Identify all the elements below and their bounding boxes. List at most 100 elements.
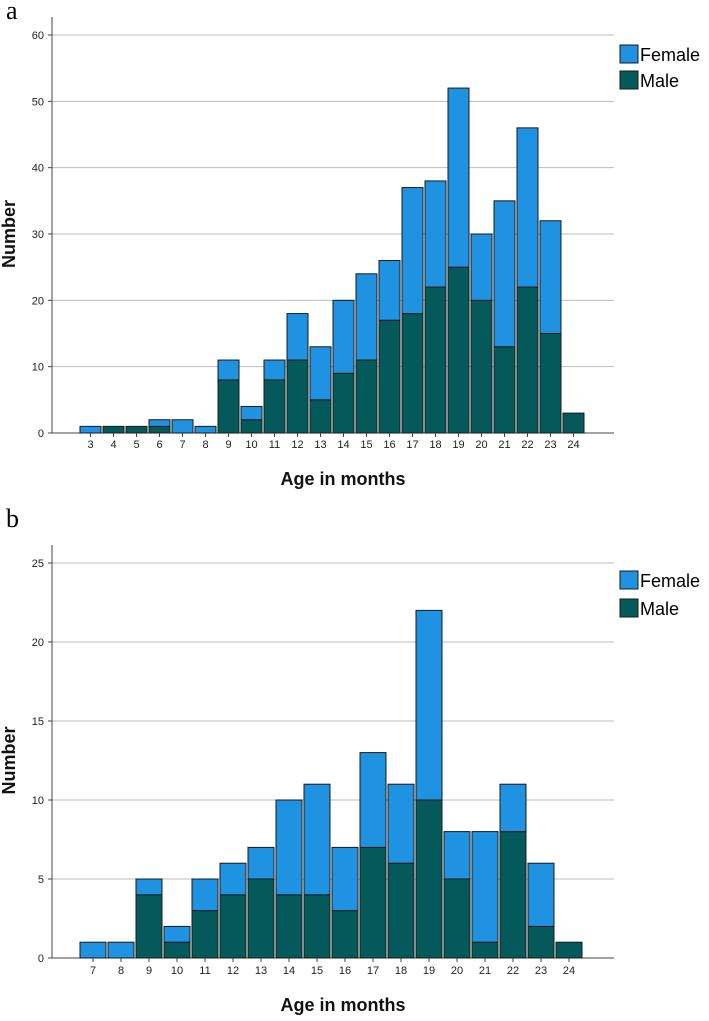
bar-male-a-20: [470, 299, 493, 434]
x-tick-label-a-5: 5: [133, 439, 139, 451]
x-tick-label-a-24: 24: [567, 439, 579, 451]
x-tick-label-a-7: 7: [179, 439, 185, 451]
x-tick-label-a-13: 13: [314, 439, 326, 451]
bar-female-a-9: [217, 359, 240, 381]
x-tick-label-b-22: 22: [507, 965, 519, 977]
y-tick-label-a-30: 30: [32, 229, 44, 241]
bar-female-b-17: [359, 752, 387, 848]
y-tick-label-a-20: 20: [32, 295, 44, 307]
y-tick-label-b-20: 20: [32, 637, 44, 649]
legend-swatch-female-b: [619, 570, 639, 590]
bar-female-a-17: [401, 187, 424, 315]
x-tick-label-b-14: 14: [283, 965, 295, 977]
x-tick-label-a-21: 21: [498, 439, 510, 451]
bar-female-a-18: [424, 180, 447, 288]
chart-a: 0 10 20 30 40 50 60 3 4 5 6 7 8 9 10 11 12 13 14 15 16 17 18 19…: [0, 17, 700, 489]
x-tick-label-a-22: 22: [521, 439, 533, 451]
bar-male-a-6: [148, 425, 171, 434]
bar-female-b-22: [499, 783, 527, 833]
bar-male-a-15: [355, 359, 378, 434]
bar-female-a-21: [493, 200, 516, 348]
x-tick-label-a-23: 23: [544, 439, 556, 451]
x-tick-label-a-16: 16: [383, 439, 395, 451]
bar-male-b-21: [471, 941, 499, 959]
bar-male-b-10: [163, 941, 191, 959]
legend-swatch-male-a: [619, 70, 639, 90]
x-axis-title-b: Age in months: [281, 995, 406, 1015]
y-tick-label-a-10: 10: [32, 362, 44, 374]
x-tick-label-a-12: 12: [291, 439, 303, 451]
bar-male-a-24: [562, 412, 585, 434]
bar-female-b-23: [527, 862, 555, 927]
bar-male-b-22: [499, 831, 527, 959]
bar-female-a-15: [355, 273, 378, 361]
y-tick-label-a-0: 0: [38, 428, 44, 440]
y-tick-label-b-10: 10: [32, 795, 44, 807]
bar-female-b-8: [107, 941, 135, 959]
chart-panel-b: b 0 5 10 15 20 25 7 8 9 10 11 12 13 14 15 16 17 18 19 20 21 2…: [0, 504, 709, 1021]
x-tick-label-b-8: 8: [118, 965, 124, 977]
bar-male-b-24: [555, 941, 583, 959]
x-tick-label-b-20: 20: [451, 965, 463, 977]
bar-female-a-19: [447, 87, 470, 268]
y-tick-label-b-5: 5: [38, 874, 44, 886]
x-tick-label-a-20: 20: [475, 439, 487, 451]
x-tick-label-b-23: 23: [535, 965, 547, 977]
x-tick-label-b-13: 13: [255, 965, 267, 977]
bar-female-b-10: [163, 925, 191, 943]
bar-female-a-10: [240, 405, 263, 421]
bar-female-b-21: [471, 831, 499, 943]
bar-male-a-17: [401, 313, 424, 434]
x-tick-label-a-6: 6: [156, 439, 162, 451]
bar-female-a-12: [286, 313, 309, 361]
bar-male-b-16: [331, 910, 359, 959]
bar-female-a-16: [378, 260, 401, 321]
bar-female-a-22: [516, 127, 539, 288]
x-tick-label-a-15: 15: [360, 439, 372, 451]
x-tick-label-a-8: 8: [202, 439, 208, 451]
bar-male-b-9: [135, 894, 163, 959]
bar-female-a-7: [171, 419, 194, 434]
y-tick-label-a-60: 60: [32, 30, 44, 42]
chart-panel-a: a 0 10 20 30 40 50 60 3 4 5 6 7 8 9 10 11 12 13 14 15 16 17 18…: [0, 0, 709, 505]
x-axis-title-a: Age in months: [281, 469, 406, 489]
bar-female-a-23: [539, 220, 562, 335]
bar-male-b-19: [415, 799, 443, 959]
bar-female-a-20: [470, 233, 493, 301]
x-tick-label-a-17: 17: [406, 439, 418, 451]
x-tick-label-b-19: 19: [423, 965, 435, 977]
y-axis-title-b: Number: [0, 726, 19, 794]
x-tick-label-b-10: 10: [171, 965, 183, 977]
x-tick-label-b-12: 12: [227, 965, 239, 977]
y-axis-title-a: Number: [0, 200, 19, 268]
bar-male-a-11: [263, 379, 286, 434]
bar-female-b-16: [331, 846, 359, 912]
bar-male-a-10: [240, 419, 263, 434]
bar-male-a-18: [424, 286, 447, 434]
legend-swatch-female-a: [619, 44, 639, 64]
legend-label-female-a: Female: [640, 45, 700, 65]
legend-swatch-male-b: [619, 598, 639, 618]
bar-male-b-14: [275, 894, 303, 959]
x-tick-label-a-14: 14: [337, 439, 349, 451]
bar-female-b-11: [191, 878, 219, 912]
bar-male-a-12: [286, 359, 309, 434]
x-tick-label-b-18: 18: [395, 965, 407, 977]
bar-male-b-17: [359, 846, 387, 959]
x-tick-label-a-10: 10: [245, 439, 257, 451]
x-tick-label-b-9: 9: [146, 965, 152, 977]
x-tick-label-b-11: 11: [199, 965, 210, 977]
bar-male-b-15: [303, 894, 331, 959]
bar-male-a-16: [378, 319, 401, 434]
bar-male-a-9: [217, 379, 240, 434]
x-tick-label-b-17: 17: [367, 965, 379, 977]
legend-label-male-a: Male: [640, 71, 679, 91]
x-tick-label-a-19: 19: [452, 439, 464, 451]
bar-female-a-3: [79, 425, 102, 434]
bar-female-b-7: [79, 941, 107, 959]
bar-male-a-5: [125, 425, 148, 434]
bar-female-b-15: [303, 783, 331, 896]
chart-b: 0 5 10 15 20 25 7 8 9 10 11 12 13 14 15 16 17 18 19 20 21 22 2…: [0, 545, 700, 1015]
y-tick-label-a-50: 50: [32, 96, 44, 108]
bar-male-b-13: [247, 878, 275, 959]
